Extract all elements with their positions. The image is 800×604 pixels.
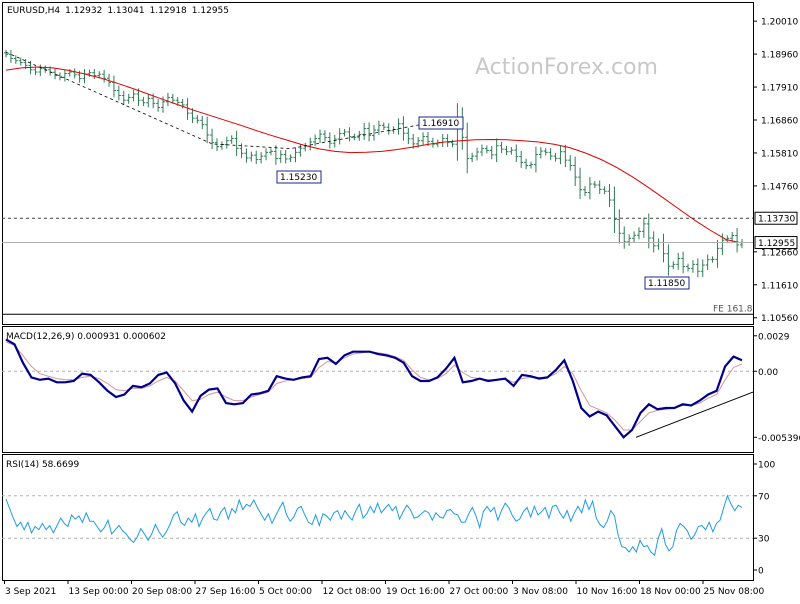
rsi-title: RSI(14) 58.6699: [6, 460, 79, 470]
ohlc-value: 1.12932: [65, 6, 102, 16]
price-y-tick-label: 1.20010: [761, 18, 798, 28]
rsi-y-tick-label: 70: [758, 492, 770, 502]
macd-y-tick-label: -0.005396: [758, 434, 800, 444]
price-y-tick-label: 1.16860: [761, 117, 798, 127]
macd-line: [5, 338, 743, 439]
rsi-y-tick-label: 0: [758, 567, 764, 577]
level-tag-1: [754, 236, 798, 250]
price-y-tick-label: 1.18960: [761, 51, 798, 61]
x-tick-label: 3 Nov 08:00: [513, 587, 568, 597]
level-tag-label: 1.12955: [758, 239, 795, 249]
ohlc-value: 1.12955: [192, 6, 229, 16]
level-tag-0: [754, 211, 798, 225]
panel-frame-1: [2, 2, 754, 325]
level-tag-label: 1.13730: [758, 215, 795, 225]
x-tick-label: 20 Sep 08:00: [132, 587, 192, 597]
x-tick-label: 27 Sep 16:00: [196, 587, 256, 597]
price-y-tick-label: 1.17910: [761, 84, 798, 94]
x-tick-label: 5 Oct 00:00: [259, 587, 312, 597]
rsi-line: [5, 494, 743, 557]
panel-frame-3: [2, 454, 754, 581]
macd-title: MACD(12,26,9) 0.000931 0.000602: [6, 332, 166, 342]
swing-label-box: [276, 170, 322, 184]
macd-signal-line: [5, 341, 743, 431]
rsi-y-tick-label: 100: [758, 461, 775, 471]
x-tick-label: 27 Oct 00:00: [450, 587, 509, 597]
watermark: ActionForex.com: [475, 55, 658, 80]
x-tick-label: 19 Oct 16:00: [386, 587, 445, 597]
ohlc-value: 1.13041: [107, 6, 144, 16]
price-bars: [4, 49, 744, 278]
swing-label: 1.11850: [648, 279, 685, 289]
swing-label: 1.15230: [280, 173, 317, 183]
rsi-y-tick-label: 30: [758, 535, 770, 545]
ohlc-value: 1.12918: [150, 6, 187, 16]
swing-label-box: [644, 276, 690, 290]
price-y-tick-label: 1.11610: [761, 281, 798, 291]
price-y-tick-label: 1.14760: [761, 182, 798, 192]
price-trendline: [5, 51, 453, 150]
price-y-tick-label: 1.10560: [761, 314, 798, 324]
x-tick-label: 10 Nov 16:00: [577, 587, 638, 597]
x-tick-label: 25 Nov 08:00: [704, 587, 765, 597]
fe-level-label: FE 161.8: [713, 304, 753, 314]
swing-label-box: [418, 116, 464, 130]
price-header: EURUSD,H4 1.12932 1.13041 1.12918 1.12955: [7, 6, 229, 16]
moving-average-line: [5, 66, 743, 244]
symbol-title: EURUSD,H4: [7, 6, 60, 16]
macd-y-tick-label: 0.0029: [758, 332, 790, 342]
x-tick-label: 18 Nov 00:00: [640, 587, 701, 597]
price-y-tick-label: 1.12660: [761, 248, 798, 258]
panel-frame-2: [2, 326, 754, 453]
x-tick-label: 12 Oct 08:00: [323, 587, 382, 597]
x-tick-label: 3 Sep 2021: [5, 587, 56, 597]
price-y-tick-label: 1.15810: [761, 149, 798, 159]
macd-y-tick-label: 0.00: [758, 368, 778, 378]
swing-label: 1.16910: [422, 119, 459, 129]
x-tick-label: 13 Sep 00:00: [69, 587, 129, 597]
macd-trendline: [635, 391, 754, 438]
